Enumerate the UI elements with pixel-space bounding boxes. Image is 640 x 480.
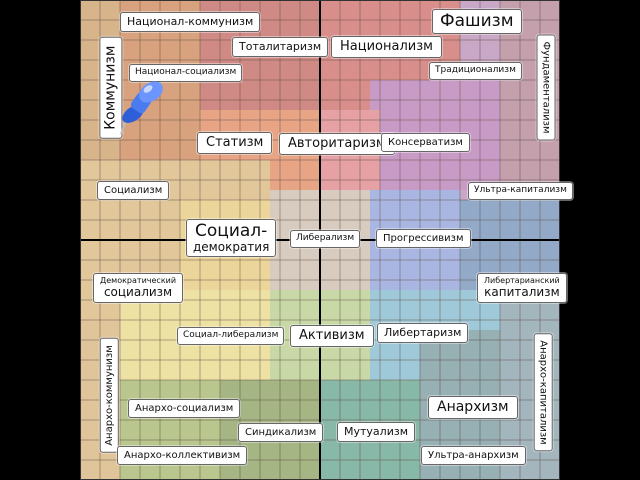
label-anarcho-socialism: Анархо-социализм [128,399,241,418]
label-libertarianism: Либертаризм [377,323,469,344]
label-libertarian-capitalism: Либертарианский капитализм [477,273,567,303]
label-fundamentalism: Фундаментализм [536,34,556,141]
label-social-democracy-line1: Социал- [195,221,268,241]
label-libertarian-capitalism-line1: Либертарианский [484,276,560,285]
label-anarchism: Анархизм [428,396,518,420]
label-democratic-socialism-line2: социализм [103,284,173,299]
label-anarcho-communism: Анархо-коммунизм [99,338,119,453]
label-progressivism: Прогрессивизм [376,229,471,248]
label-statism: Статизм [197,132,273,155]
label-authoritarianism: Авторитаризм [279,133,395,156]
label-national-socialism: Национал-социализм [129,64,243,82]
label-anarcho-collectivism: Анархо-коллективизм [117,446,248,465]
label-national-communism: Национал-коммунизм [120,12,261,33]
label-syndicalism: Синдикализм [238,423,324,442]
label-democratic-socialism: Демократический социализм [93,273,184,303]
label-nationalism: Национализм [331,36,442,59]
label-traditionalism: Традиционализм [429,62,522,80]
label-democratic-socialism-line1: Демократический [100,276,177,285]
label-anarcho-capitalism: Анархо-капитализм [533,333,553,452]
label-socialism: Социализм [97,181,170,200]
label-ultra-anarchism: Ультра-анархизм [421,446,526,465]
label-fascism: Фашизм [432,9,522,34]
label-libertarian-capitalism-line2: капитализм [484,284,560,299]
label-activism: Активизм [290,325,374,348]
label-conservatism: Консерватизм [381,133,470,152]
label-totalitarianism: Тоталитаризм [232,37,329,58]
pushpin-icon[interactable] [113,78,167,136]
label-mutualism: Мутуализм [337,422,415,443]
label-social-democracy-line2: демократия [193,239,270,254]
label-liberalism: Либерализм [290,230,361,248]
label-social-democracy: Социал- демократия [186,219,277,257]
label-ultra-capitalism: Ультра-капитализм [468,182,573,200]
label-social-liberalism: Социал-либерализм [177,327,285,345]
